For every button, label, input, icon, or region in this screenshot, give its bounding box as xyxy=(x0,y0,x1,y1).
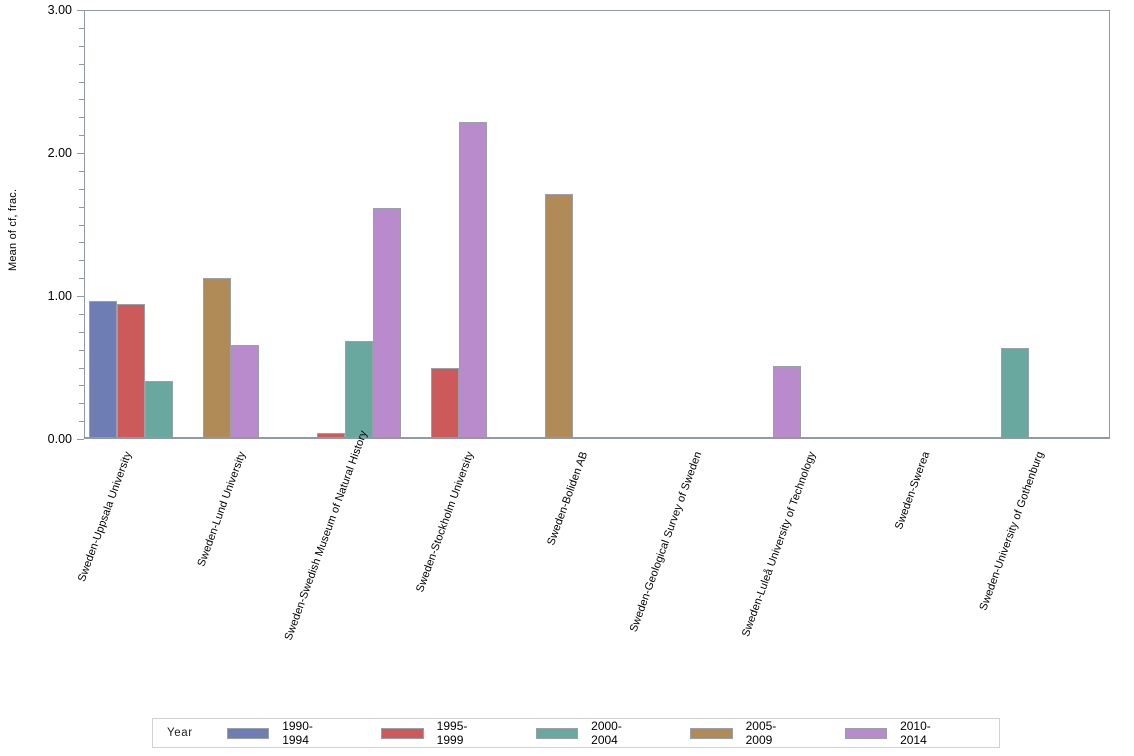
x-tick-label: Sweden-Lund University xyxy=(195,450,249,569)
y-tick-label: 1.00 xyxy=(47,289,72,303)
bar[interactable] xyxy=(1001,348,1029,437)
y-tick-label: 2.00 xyxy=(47,146,72,160)
legend-label: 1995-1999 xyxy=(436,719,468,747)
y-tick-minor xyxy=(79,27,84,29)
x-tick-label: Sweden-Swedish Museum of Natural History xyxy=(282,429,370,643)
y-tick-label: 0.00 xyxy=(47,432,72,446)
y-tick-minor xyxy=(79,421,84,423)
bar[interactable] xyxy=(117,304,145,437)
bar[interactable] xyxy=(545,193,573,437)
y-axis-ticks: 0.00 1.00 2.00 3.00 xyxy=(0,0,84,449)
legend-label: 2010-2014 xyxy=(900,719,931,747)
bar[interactable] xyxy=(345,341,373,437)
x-tick-label: Sweden-University of Gothenburg xyxy=(977,450,1047,613)
y-tick-major xyxy=(77,10,84,11)
bar[interactable] xyxy=(203,278,231,437)
legend: Year 1990-1994 1995-1999 2000-2004 2005-200… xyxy=(152,718,1000,748)
y-tick-minor xyxy=(79,278,84,280)
legend-swatch xyxy=(690,727,733,739)
y-tick-minor xyxy=(79,99,84,101)
bar[interactable] xyxy=(231,345,259,437)
legend-label: 2005-2009 xyxy=(745,719,777,747)
y-tick-minor xyxy=(79,117,84,119)
legend-swatch xyxy=(844,727,888,739)
y-tick-minor xyxy=(79,81,84,83)
legend-label: 1990-1994 xyxy=(282,719,313,747)
y-tick-minor xyxy=(79,349,84,351)
x-tick-label: Sweden-Swerea xyxy=(892,450,933,532)
legend-swatch xyxy=(226,727,270,739)
plot-area xyxy=(84,10,1110,439)
y-tick-minor xyxy=(79,63,84,65)
x-tick-label: Sweden-Boliden AB xyxy=(545,450,591,548)
bar[interactable] xyxy=(145,381,173,437)
y-tick-minor xyxy=(79,385,84,387)
y-tick-minor xyxy=(79,45,84,47)
x-tick-label: Sweden-Uppsala University xyxy=(75,450,135,584)
x-tick-label: Sweden-Geological Survey of Sweden xyxy=(627,450,705,634)
x-tick-label: Sweden-Luleå University of Technology xyxy=(739,450,819,639)
legend-items: 1990-1994 1995-1999 2000-2004 2005-2009 2010… xyxy=(226,719,999,747)
legend-title: Year xyxy=(167,727,193,739)
legend-swatch xyxy=(381,727,424,739)
x-tick-label: Sweden-Stockholm University xyxy=(414,450,477,594)
legend-item[interactable]: 2005-2009 xyxy=(690,719,798,747)
bar[interactable] xyxy=(317,432,345,437)
y-tick-minor xyxy=(79,331,84,333)
y-tick-minor xyxy=(79,313,84,315)
bar[interactable] xyxy=(373,208,401,437)
y-tick-minor xyxy=(79,403,84,405)
y-tick-minor xyxy=(79,224,84,226)
y-tick-minor xyxy=(79,260,84,262)
legend-item[interactable]: 1995-1999 xyxy=(381,719,489,747)
y-tick-major xyxy=(77,439,84,440)
bar[interactable] xyxy=(459,122,487,437)
legend-item[interactable]: 2010-2014 xyxy=(844,719,953,747)
bars-container xyxy=(85,11,1109,437)
y-tick-minor xyxy=(79,188,84,190)
legend-item[interactable]: 1990-1994 xyxy=(226,719,335,747)
bar[interactable] xyxy=(773,365,801,437)
bar[interactable] xyxy=(431,368,459,437)
y-tick-minor xyxy=(79,170,84,172)
y-tick-major xyxy=(77,296,84,297)
y-tick-minor xyxy=(79,242,84,244)
y-tick-label: 3.00 xyxy=(47,3,72,17)
y-tick-minor xyxy=(79,206,84,208)
bar[interactable] xyxy=(89,301,117,437)
y-tick-major xyxy=(77,153,84,154)
legend-item[interactable]: 2000-2004 xyxy=(535,719,644,747)
legend-swatch xyxy=(535,727,579,739)
legend-label: 2000-2004 xyxy=(591,719,622,747)
y-tick-minor xyxy=(79,135,84,137)
y-tick-minor xyxy=(79,367,84,369)
